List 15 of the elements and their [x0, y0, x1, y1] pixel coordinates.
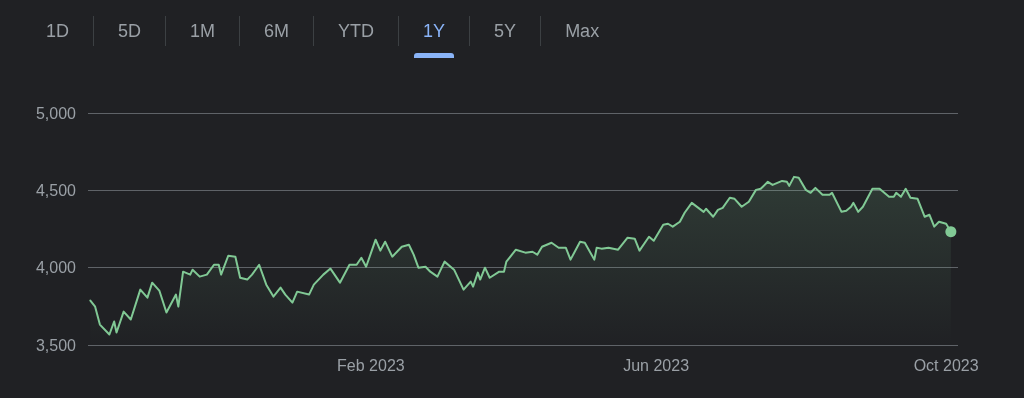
y-tick-label: 5,000: [35, 104, 77, 122]
text: YTD: [338, 21, 375, 41]
y-tick-label: 4,500: [35, 181, 77, 199]
text: 1D: [46, 21, 70, 41]
text: 1Y: [423, 21, 446, 41]
y-tick-label: 4,000: [35, 259, 77, 277]
x-tick-label: Feb 2023: [337, 356, 405, 374]
text: 1M: [190, 21, 216, 41]
x-tick-label: Oct 2023: [913, 356, 979, 374]
text: 5D: [118, 21, 142, 41]
text: Max: [565, 21, 600, 41]
text: 6M: [264, 21, 290, 41]
x-tick-label: Jun 2023: [623, 356, 690, 374]
y-tick-label: 3,500: [35, 336, 77, 354]
text: 5Y: [494, 21, 517, 41]
